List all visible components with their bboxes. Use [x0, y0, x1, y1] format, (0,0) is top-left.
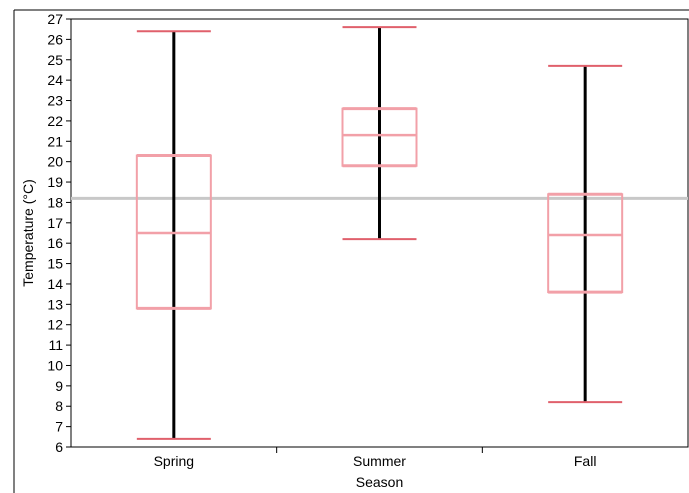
y-tick-label: 10: [47, 357, 63, 373]
y-tick-label: 26: [47, 31, 63, 47]
y-tick-label: 17: [47, 215, 63, 231]
y-tick-label: 6: [55, 439, 63, 455]
y-tick-label: 8: [55, 398, 63, 414]
y-tick-label: 14: [47, 276, 63, 292]
y-tick-label: 24: [47, 72, 63, 88]
y-tick-label: 18: [47, 194, 63, 210]
y-tick-label: 9: [55, 378, 63, 394]
y-tick-label: 23: [47, 93, 63, 109]
y-tick-label: 19: [47, 174, 63, 190]
x-tick-label: Fall: [574, 453, 597, 469]
x-tick-label: Summer: [353, 453, 406, 469]
y-tick-label: 25: [47, 52, 63, 68]
y-tick-label: 12: [47, 317, 63, 333]
y-tick-label: 22: [47, 113, 63, 129]
y-tick-label: 20: [47, 154, 63, 170]
y-tick-label: 15: [47, 256, 63, 272]
y-tick-label: 21: [47, 133, 63, 149]
x-tick-label: Spring: [154, 453, 194, 469]
y-tick-label: 11: [48, 337, 63, 353]
y-tick-label: 27: [47, 11, 63, 27]
y-tick-label: 7: [55, 419, 63, 435]
y-axis-title: Temperature (°C): [20, 179, 36, 287]
plot-area-frame: [70, 18, 689, 448]
x-axis-title: Season: [356, 474, 403, 490]
y-tick-label: 13: [47, 296, 63, 312]
y-tick-label: 16: [47, 235, 63, 251]
